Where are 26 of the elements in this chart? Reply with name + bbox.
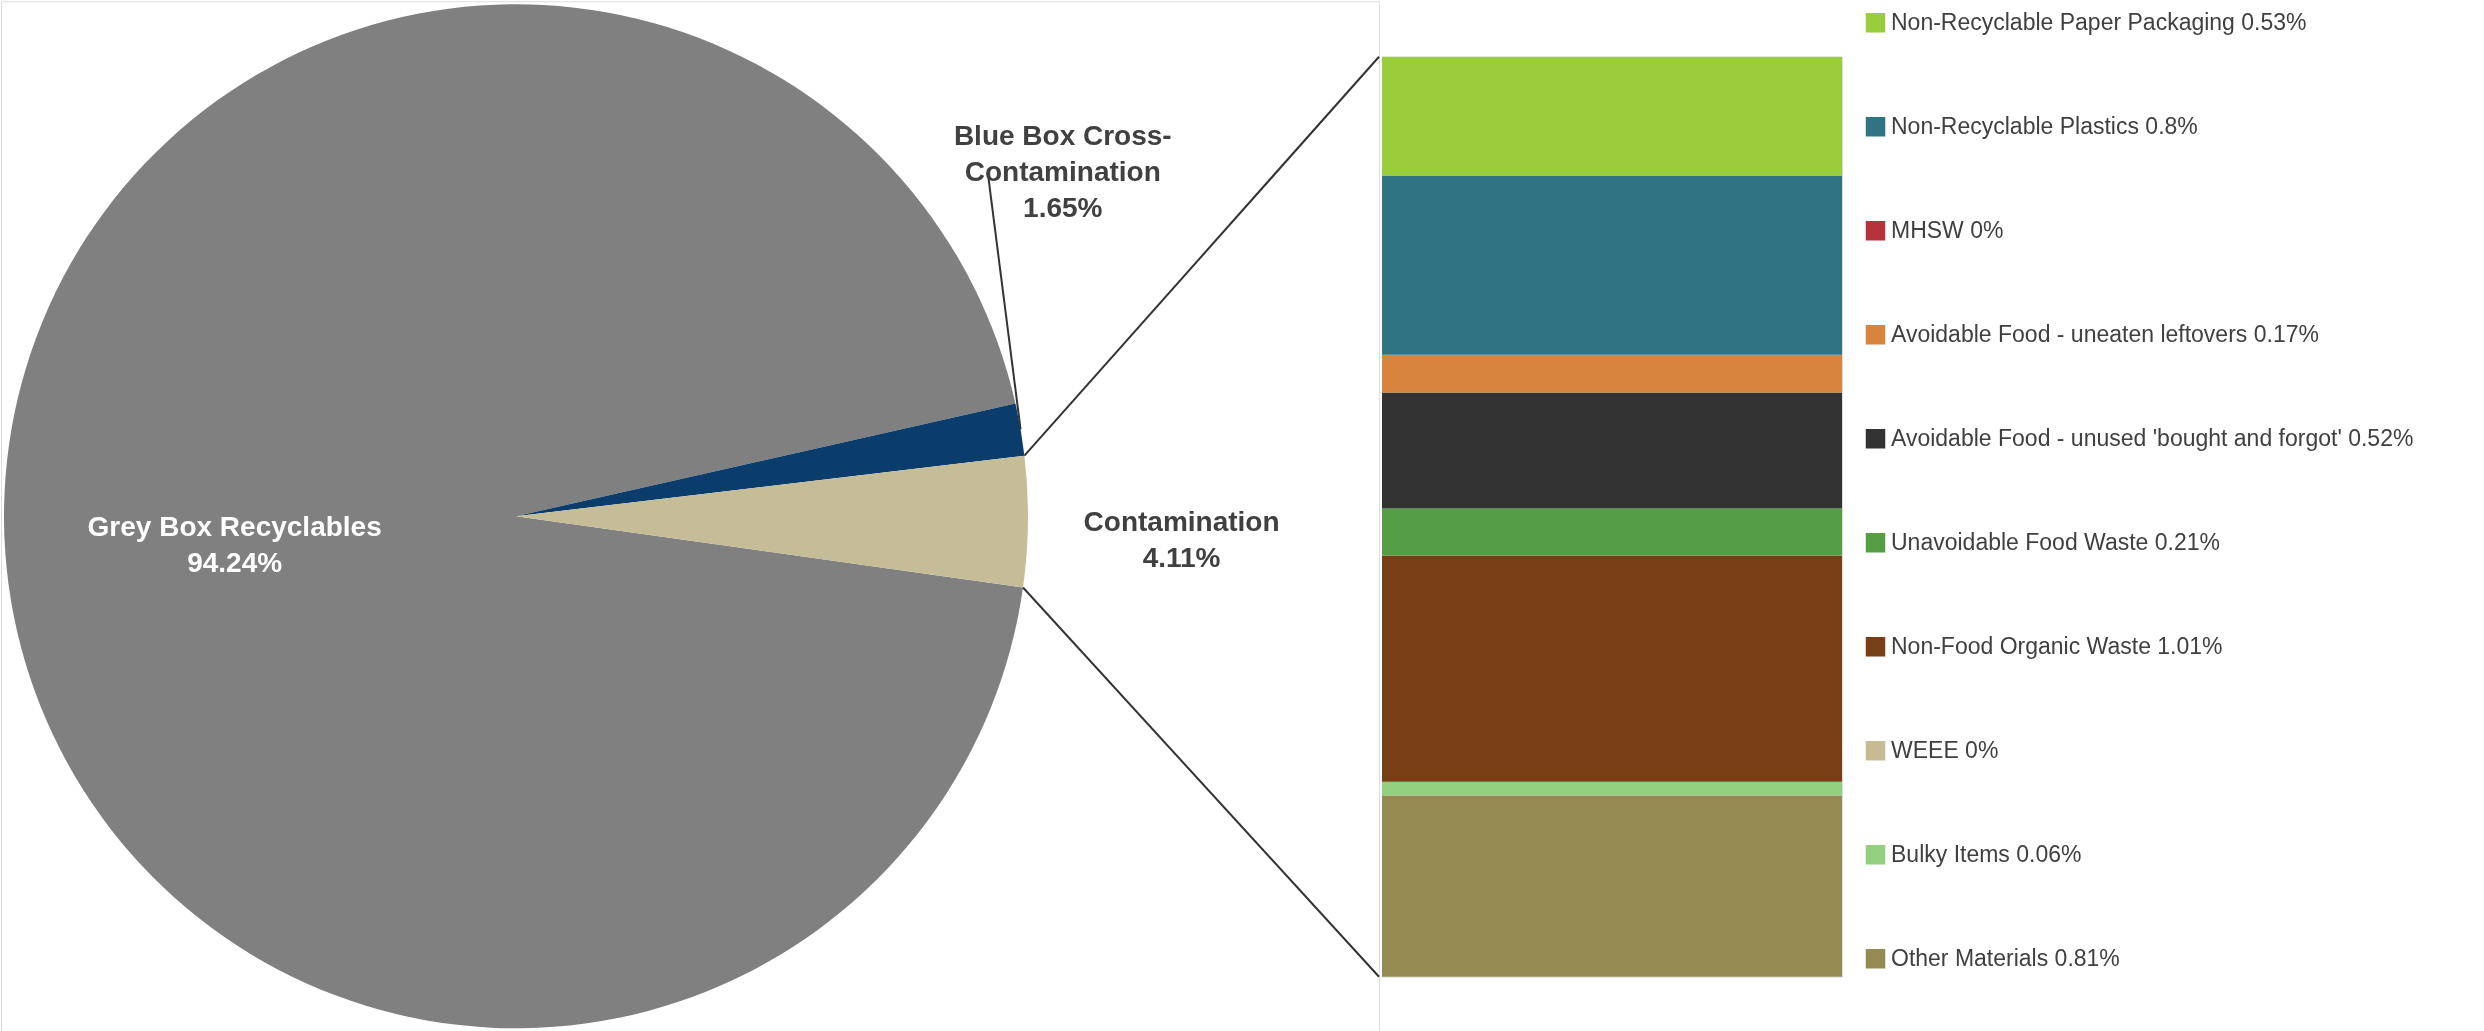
pie-slice (516, 403, 1025, 517)
legend-label: Unavoidable Food Waste 0.21% (1891, 528, 2221, 555)
bar (1382, 795, 1842, 977)
slice-label: Blue Box Cross-Contamination (953, 119, 1172, 187)
legend-label: Non-Food Organic Waste 1.01% (1891, 632, 2223, 659)
pie-slice (516, 455, 1028, 588)
legend-label: Bulky Items 0.06% (1891, 840, 2082, 867)
bar (1382, 508, 1842, 556)
slice-label: Grey Box Recyclables (87, 510, 382, 542)
bar (1382, 354, 1842, 393)
legend-label: Avoidable Food - uneaten leftovers 0.17% (1891, 320, 2319, 347)
slice-label: Contamination (1083, 506, 1280, 538)
bar (1382, 555, 1842, 782)
legend-label: Non-Recyclable Paper Packaging 0.53% (1891, 8, 2307, 35)
legend-label: WEEE 0% (1891, 736, 1999, 763)
data-label: 4.11% (1142, 542, 1221, 574)
legend-label: MHSW 0% (1891, 216, 2004, 243)
data-label: 1.65% (1023, 191, 1103, 223)
data-label: 94.24% (187, 546, 283, 578)
legend-label: Avoidable Food - unused 'bought and forgot' 0.52% (1891, 424, 2414, 451)
legend-label: Non-Recyclable Plastics 0.8% (1891, 112, 2198, 139)
bar (1382, 175, 1842, 355)
bar (1382, 56, 1842, 176)
bar (1382, 781, 1842, 796)
bar (1382, 392, 1842, 509)
legend-label: Other Materials 0.81% (1891, 944, 2120, 971)
